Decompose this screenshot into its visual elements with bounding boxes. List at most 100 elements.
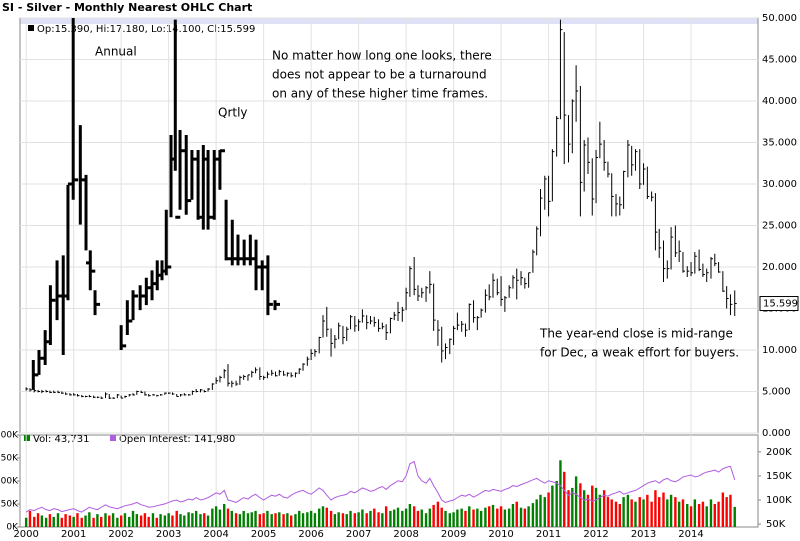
volume-bar [88, 512, 91, 527]
price-bar [334, 335, 337, 349]
volume-bar [420, 509, 423, 527]
volume-bar [416, 510, 420, 527]
price-bar [223, 369, 227, 379]
price-bar [326, 306, 329, 337]
price-bar [536, 226, 539, 256]
price-bar [480, 308, 484, 318]
volume-bar [179, 514, 182, 527]
volume-bar [159, 514, 162, 527]
price-bar [619, 196, 622, 216]
volume-bar [531, 503, 535, 527]
volume-bar [76, 513, 79, 527]
volume-bar [96, 514, 99, 527]
price-bar [544, 175, 547, 210]
volume-bar [230, 510, 234, 527]
price-bar [235, 380, 239, 386]
annotation: The year-end close is mid-range [539, 327, 733, 341]
annotation: No matter how long one looks, there [272, 49, 492, 63]
price-bar [132, 393, 136, 396]
price-bar [413, 257, 417, 296]
price-bar [441, 326, 444, 363]
legend-swatch [28, 25, 34, 31]
price-bar [230, 219, 238, 266]
volume-bar [171, 515, 174, 527]
price-bar [453, 325, 456, 346]
price-bar [242, 239, 250, 266]
volume-bar [440, 507, 443, 527]
price-bar [563, 32, 567, 165]
price-bar [354, 315, 357, 332]
price-bar [548, 175, 551, 217]
volume-bar [183, 515, 186, 527]
price-bar [520, 271, 524, 286]
price-bar [310, 349, 314, 360]
volume-bar [353, 513, 357, 527]
volume-bar [111, 513, 115, 527]
volume-bar [551, 485, 554, 527]
price-bar [266, 371, 270, 379]
price-bar [278, 369, 282, 376]
y-tick-label: 45.000 [762, 55, 797, 66]
volume-bar [135, 514, 139, 527]
y2-tick-label: 200K [766, 447, 792, 458]
volume-bar [128, 516, 131, 527]
annotation: for Dec, a weak effort for buyers. [540, 346, 739, 360]
price-bar [294, 372, 298, 378]
price-bar [188, 393, 191, 396]
y-tick-label: 0K [6, 523, 19, 533]
price-bar [53, 390, 56, 394]
price-bar [330, 328, 334, 357]
volume-bar [329, 510, 333, 527]
volume-bar [64, 514, 67, 527]
price-bar [108, 393, 112, 399]
y2-tick-label: 150K [766, 471, 792, 482]
price-bar [116, 393, 120, 399]
volume-bar [341, 513, 345, 527]
price-bar [417, 285, 420, 302]
volume-bar [499, 506, 503, 527]
last-value-label: 15.599 [763, 299, 798, 310]
price-bar [212, 149, 220, 220]
price-bar [171, 392, 175, 395]
volume-bar [626, 494, 630, 527]
volume-bar [476, 508, 479, 527]
price-bar [449, 338, 452, 355]
price-bar [199, 389, 203, 393]
price-bar [686, 266, 690, 277]
price-bar [259, 367, 262, 380]
volume-bar [270, 514, 273, 527]
price-bar [623, 170, 626, 209]
price-bar [433, 283, 436, 331]
volume-bar [606, 497, 610, 527]
volume-bar [203, 513, 206, 527]
volume-bar [686, 504, 689, 527]
volume-bar [56, 513, 60, 527]
volume-bar [677, 501, 681, 527]
price-bar [85, 395, 88, 398]
volume-bar [294, 514, 297, 527]
price-bar [322, 315, 325, 338]
price-bar [283, 370, 286, 376]
price-bar [100, 396, 104, 399]
x-tick-label: 2008 [393, 529, 418, 540]
volume-bar [218, 509, 222, 527]
price-bar [271, 369, 274, 376]
volume-bar [72, 516, 75, 527]
volume-bar [496, 508, 499, 527]
price-bar [710, 257, 713, 279]
price-bar [227, 364, 231, 387]
volume-bar [116, 517, 119, 527]
price-bar [504, 296, 507, 312]
y-tick-label: 25.000 [762, 221, 797, 232]
volume-bar [119, 515, 123, 527]
price-bar [55, 260, 63, 321]
price-bar [556, 115, 559, 157]
price-bar [539, 188, 543, 237]
price-bar [243, 374, 246, 380]
volume-bar [717, 501, 720, 527]
volume-bar [309, 510, 313, 527]
volume-bar [194, 510, 198, 527]
volume-bar [84, 515, 87, 527]
